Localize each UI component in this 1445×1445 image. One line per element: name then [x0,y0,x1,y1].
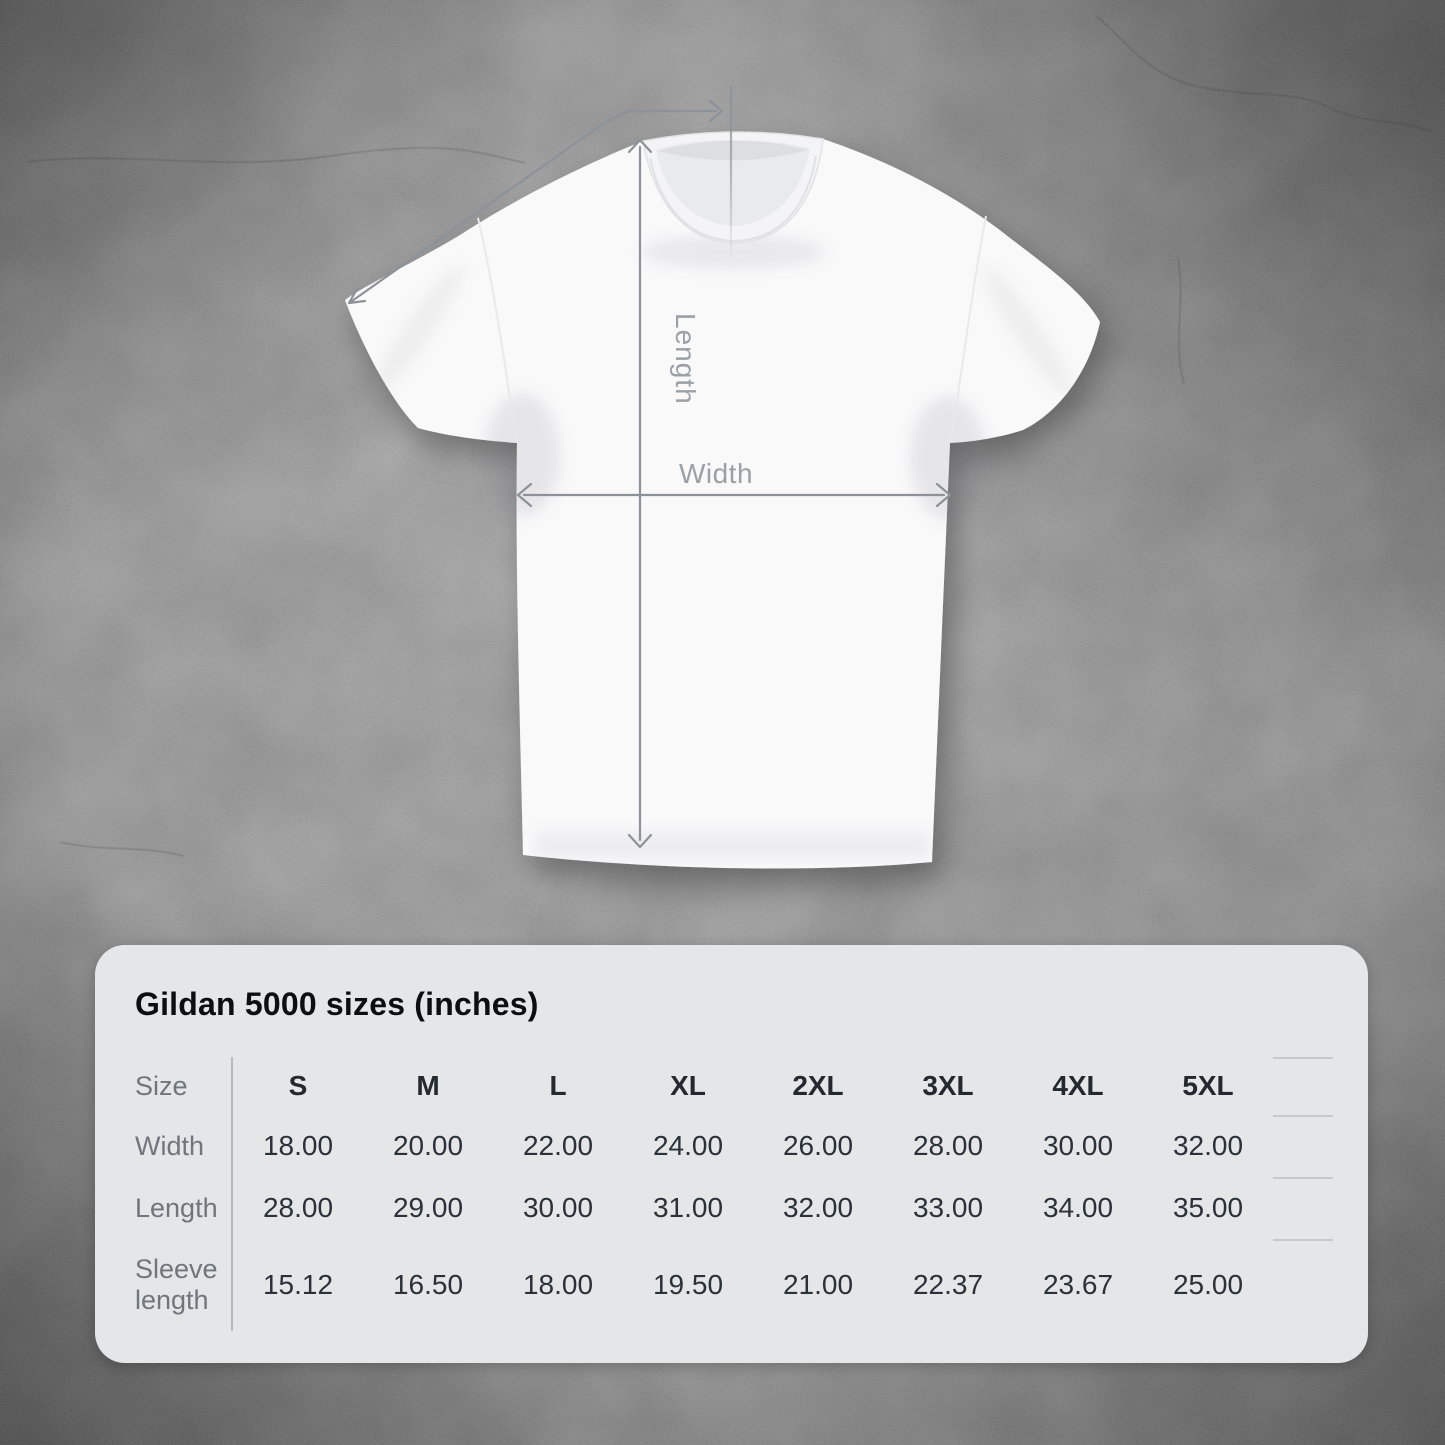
tshirt-shading [373,235,1073,858]
tshirt-body [345,131,1100,869]
row-label: Sleeve length [135,1239,233,1331]
table-filler [1273,1239,1333,1331]
arrow-down-icon [627,833,653,849]
table-cell: 21.00 [782,1269,854,1300]
table-cell: 34.00 [1042,1192,1114,1223]
column-header: 4XL [1052,1070,1104,1101]
table-cell: 22.00 [522,1130,594,1161]
size-chart-panel: Gildan 5000 sizes (inches) Size S M L XL… [95,945,1368,1363]
table-cell: 30.00 [1042,1130,1114,1161]
size-chart-title: Gildan 5000 sizes (inches) [135,986,539,1022]
table-cell: 33.00 [912,1192,984,1223]
table-cell: 32.00 [782,1192,854,1223]
table-cell: 19.50 [652,1269,724,1300]
column-header: L [549,1070,567,1101]
table-cell: 18.00 [522,1269,594,1300]
table-cell: 22.37 [912,1269,984,1300]
table-cell: 35.00 [1172,1192,1244,1223]
table-corner-label: Size [135,1057,233,1115]
table-cell: 26.00 [782,1130,854,1161]
length-dimension-line [627,138,653,849]
width-dimension-line [516,482,952,508]
table-filler [1273,1177,1333,1239]
table-cell: 30.00 [522,1192,594,1223]
table-cell: 29.00 [392,1192,464,1223]
arrow-left-icon [516,482,533,508]
table-filler [1273,1057,1333,1115]
table-cell: 25.00 [1172,1269,1244,1300]
table-cell: 23.67 [1042,1269,1114,1300]
row-label: Length [135,1177,233,1239]
column-header: 2XL [792,1070,844,1101]
arrow-up-icon [627,138,653,154]
column-header: M [416,1070,440,1101]
table-cell: 20.00 [392,1130,464,1161]
table-cell: 31.00 [652,1192,724,1223]
column-header: 3XL [922,1070,974,1101]
table-cell: 28.00 [912,1130,984,1161]
sleeve-seams [477,215,987,442]
arrow-right-icon [935,482,952,508]
table-cell: 16.50 [392,1269,464,1300]
row-label: Width [135,1115,233,1177]
table-cell: 28.00 [262,1192,334,1223]
length-annotation-label: Length [670,313,701,405]
column-header: S [288,1070,308,1101]
table-cell: 24.00 [652,1130,724,1161]
arrow-right-icon [708,99,724,123]
collar [642,131,824,244]
tshirt [345,131,1100,869]
width-annotation-label: Width [679,458,753,489]
arrow-cuff-icon [347,287,367,305]
table-cell: 15.12 [262,1269,334,1300]
measurement-annotations: Length Width [347,85,952,849]
column-header: XL [670,1070,706,1101]
sleeve-dimension-line [347,85,733,305]
size-table: Size S M L XL 2XL 3XL 4XL 5XL Width 18.0… [135,1057,1333,1331]
table-cell: 32.00 [1172,1130,1244,1161]
table-filler [1273,1115,1333,1177]
table-cell: 18.00 [262,1130,334,1161]
column-header: 5XL [1182,1070,1234,1101]
